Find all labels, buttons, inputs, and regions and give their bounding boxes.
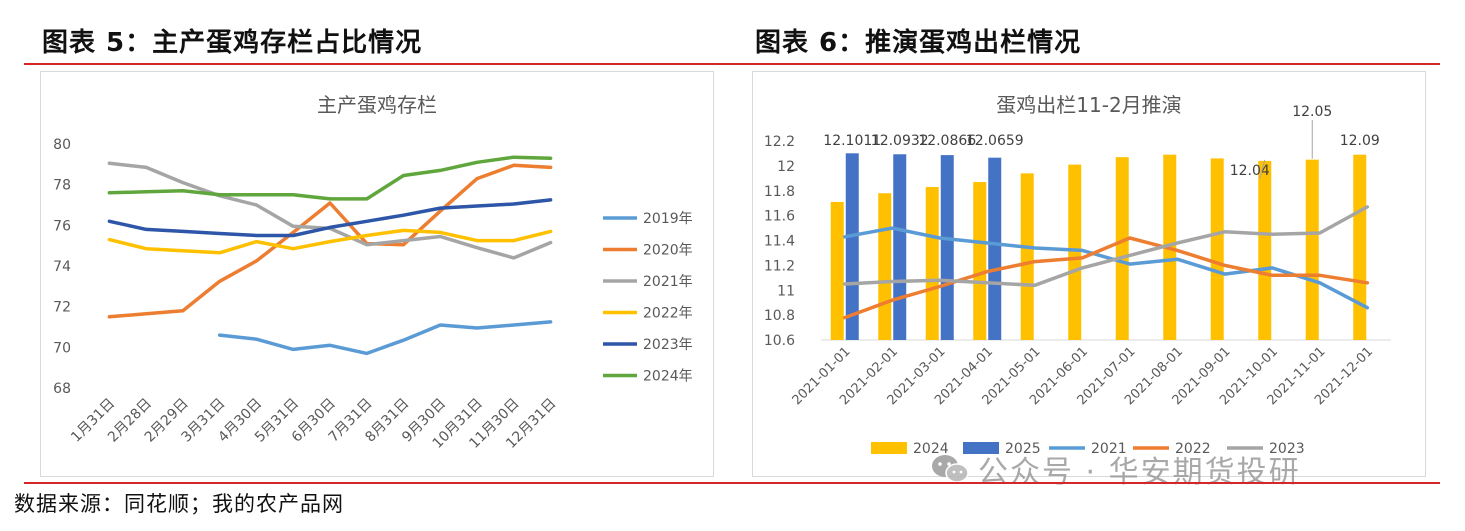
legend-label: 2023年 [643, 337, 693, 353]
layer-culling-svg: 蛋鸡出栏11-2月推演 10.6 10.8 11 11.2 11.4 11.6 11.8 12 1… [764, 93, 1391, 457]
bar-2025 [893, 154, 907, 340]
y-tick-label: 12.2 [764, 134, 795, 150]
series-line-2021 [843, 226, 1370, 310]
data-label: 12.1011 [823, 133, 881, 149]
data-label: 12.0866 [918, 133, 976, 149]
data-source-note: 数据来源：同花顺；我的农产品网 [14, 492, 344, 516]
legend-swatch [871, 442, 907, 454]
legend-label: 2021 [1091, 441, 1127, 457]
series-line-2023 [843, 205, 1370, 288]
bar-2024 [1115, 157, 1129, 340]
bar-2024 [1068, 164, 1082, 340]
legend-label: 2022 [1175, 441, 1211, 457]
bar-2024 [878, 193, 892, 340]
legend-label: 2021年 [643, 274, 693, 290]
watermark-text: 公众号 · 华安期货投研 [978, 455, 1301, 490]
y-tick-label: 11 [777, 283, 795, 299]
legend-label: 2024 [913, 441, 949, 457]
y-tick-label: 12 [777, 159, 795, 175]
bar-2024 [1258, 160, 1272, 340]
legend-label: 2019年 [643, 211, 693, 227]
bar-2024 [1305, 159, 1319, 340]
bar-2024 [1210, 158, 1224, 340]
bottom-divider [24, 482, 1440, 484]
legend-label: 2022年 [643, 306, 693, 322]
y-tick-label: 11.6 [764, 209, 795, 225]
bar-2024 [973, 182, 987, 340]
legend-label: 2023 [1269, 441, 1305, 457]
y-tick-label: 72 [53, 300, 71, 316]
legend-label: 2025 [1005, 441, 1041, 457]
y-tick-label: 10.8 [764, 308, 795, 324]
chart-layer-inventory: 主产蛋鸡存栏 68 70 72 74 76 78 80 1月31日 2月28日 2月29日 3月31日… [40, 71, 714, 477]
chart-layer-culling: 蛋鸡出栏11-2月推演 10.6 10.8 11 11.2 11.4 11.6 11.8 12 1… [752, 71, 1426, 477]
bar-2024 [925, 187, 939, 340]
top-divider [24, 63, 1440, 65]
series-line-2022 [843, 236, 1370, 320]
series-line-2019年 [217, 320, 553, 356]
series-line-2020年 [107, 163, 553, 319]
data-label: 12.0932 [871, 133, 929, 149]
y-tick-label: 10.6 [764, 333, 795, 349]
y-tick-label: 11.8 [764, 184, 795, 200]
y-tick-label: 68 [53, 381, 71, 397]
chart-title: 蛋鸡出栏11-2月推演 [996, 93, 1181, 117]
y-tick-label: 11.4 [764, 234, 795, 250]
data-label: 12.0659 [966, 133, 1024, 149]
leader-line [1259, 159, 1266, 180]
y-tick-label: 74 [53, 259, 71, 275]
legend-label: 2024年 [643, 369, 693, 385]
chart-title: 主产蛋鸡存栏 [317, 93, 437, 117]
y-tick-label: 11.2 [764, 258, 795, 274]
data-label: 12.05 [1292, 104, 1332, 120]
bar-2025 [845, 153, 859, 340]
series-line-2024年 [107, 155, 553, 201]
bar-2025 [988, 157, 1002, 340]
y-tick-label: 76 [53, 218, 71, 234]
layer-inventory-svg: 主产蛋鸡存栏687072747678801月31日2月28日2月29日3月31日… [53, 93, 693, 452]
data-label: 12.04 [1230, 163, 1270, 179]
bar-2024 [830, 201, 844, 340]
bar-2025 [940, 155, 954, 340]
bar-2024 [1353, 154, 1367, 340]
legend-label: 2020年 [643, 243, 693, 259]
figure5-title: 图表 5：主产蛋鸡存栏占比情况 [42, 28, 423, 58]
data-label: 12.09 [1340, 133, 1380, 149]
y-tick-label: 80 [53, 137, 71, 153]
wechat-icon [932, 455, 969, 483]
series-line-2023年 [107, 198, 553, 238]
y-tick-label: 78 [53, 178, 71, 194]
series-line-2022年 [107, 228, 553, 255]
bar-2024 [1020, 173, 1034, 340]
y-tick-label: 70 [53, 340, 71, 356]
watermark: 公众号 · 华安期货投研 [930, 447, 1301, 491]
figure6-title: 图表 6：推演蛋鸡出栏情况 [755, 28, 1082, 58]
legend-swatch [963, 442, 999, 454]
